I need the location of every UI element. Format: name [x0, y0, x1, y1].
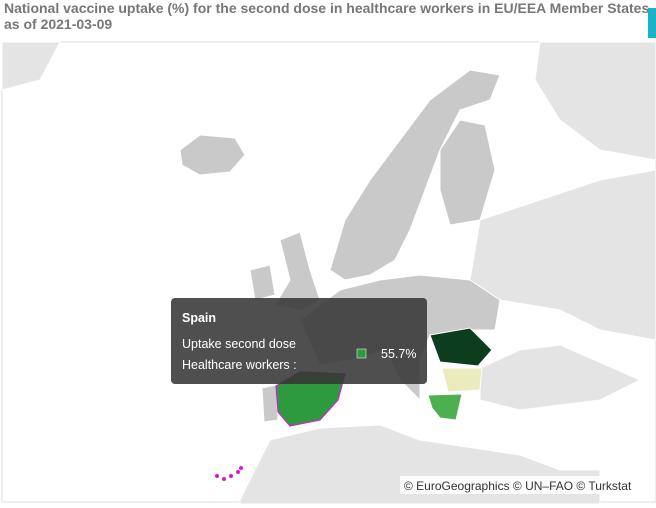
tooltip-group: Healthcare workers : — [182, 358, 297, 372]
tooltip: Spain Uptake second dose Healthcare work… — [171, 298, 427, 384]
canary-islands — [215, 466, 243, 481]
tooltip-value: 55.7% — [381, 347, 416, 361]
attribution-bg — [400, 476, 652, 494]
tooltip-box — [171, 298, 427, 384]
title-line: as of 2021-03-09 — [4, 16, 112, 32]
finland — [439, 119, 496, 226]
ireland — [249, 264, 276, 301]
russia-north — [534, 41, 656, 161]
tooltip-country: Spain — [182, 311, 216, 325]
turkey — [479, 344, 642, 411]
title-line: National vaccine uptake (%) for the seco… — [4, 0, 649, 16]
bulgaria — [441, 367, 483, 393]
tooltip-measure: Uptake second dose — [182, 337, 296, 351]
iceland — [179, 134, 246, 176]
tooltip-swatch — [356, 348, 367, 359]
greenland — [1, 41, 61, 91]
map — [1, 41, 656, 505]
attribution: © EuroGeographics © UN–FAO © Turkstat — [404, 479, 632, 493]
norway-sweden — [329, 69, 501, 281]
greece — [427, 393, 463, 421]
romania — [429, 327, 493, 367]
portugal — [261, 384, 279, 423]
toolbar-button[interactable] — [648, 8, 656, 38]
